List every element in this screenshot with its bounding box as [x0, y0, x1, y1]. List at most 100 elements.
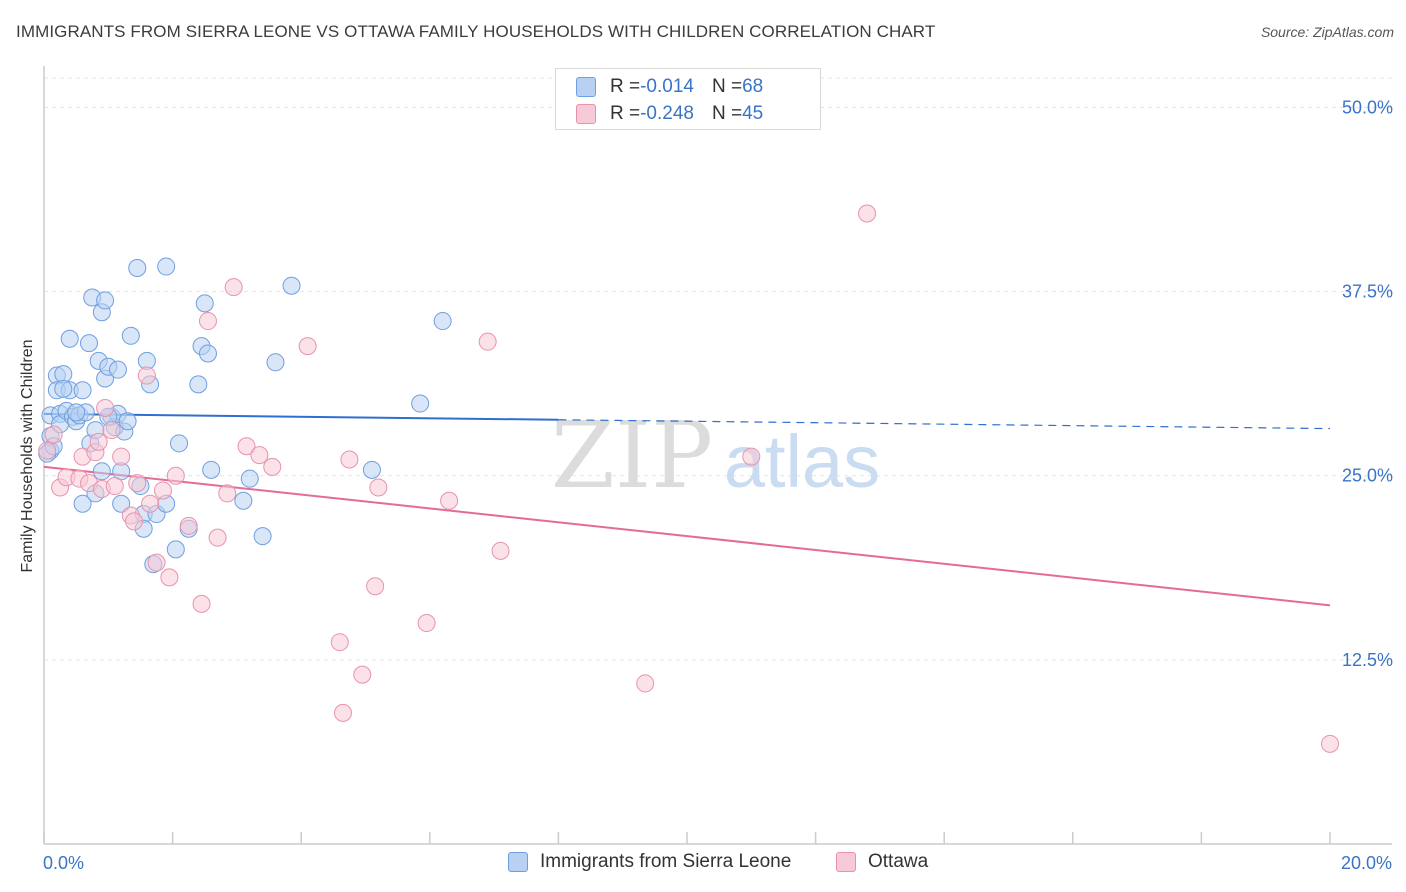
data-point [141, 494, 160, 513]
trend-line-dashed-sierra-leone [558, 419, 1331, 430]
data-point [417, 614, 436, 633]
y-tick-label: 12.5% [1342, 650, 1393, 670]
legend-n-value: 68 [742, 76, 764, 97]
bottom-legend-ottawa: Ottawa [836, 851, 928, 873]
x-tick-label-max: 20.0% [1340, 853, 1392, 873]
data-point [54, 379, 73, 398]
data-point [112, 447, 131, 466]
data-point [44, 425, 63, 444]
gridlines [44, 77, 1392, 661]
trend-line-ottawa [43, 465, 1331, 607]
data-point [198, 344, 217, 363]
data-point [1321, 734, 1339, 753]
data-point [208, 528, 227, 547]
data-point [96, 291, 115, 310]
data-point [160, 568, 179, 587]
legend-r-value: -0.248 [640, 103, 694, 124]
data-point [38, 441, 57, 460]
data-point [80, 334, 99, 353]
source-label: Source: ZipAtlas.com [1260, 24, 1394, 40]
data-point [157, 257, 176, 276]
legend-row-sierra-leone: R = -0.014 N = 68 [576, 74, 763, 100]
data-point [411, 394, 430, 413]
legend-n-label: N = [711, 76, 743, 97]
data-point [263, 457, 282, 476]
data-point [89, 432, 108, 451]
data-point [362, 460, 381, 479]
bottom-legend-swatch-pink [836, 852, 856, 872]
data-point [218, 484, 237, 503]
data-point [67, 403, 86, 422]
data-point [240, 469, 259, 488]
data-point [118, 412, 137, 431]
data-point [237, 437, 256, 456]
legend-r-label: R = [610, 103, 641, 124]
data-point [170, 434, 189, 453]
data-point [128, 259, 147, 278]
data-point [189, 375, 208, 394]
legend-n-value: 45 [742, 103, 764, 124]
data-point [73, 381, 92, 400]
data-point [433, 312, 452, 331]
legend-r-value: -0.014 [640, 76, 694, 97]
data-point [234, 491, 253, 510]
data-point [60, 329, 79, 348]
bottom-legend-label: Immigrants from Sierra Leone [540, 851, 792, 872]
data-point [298, 337, 317, 356]
data-point [92, 462, 111, 481]
data-point [121, 326, 140, 345]
data-point [96, 398, 115, 417]
data-point [253, 527, 272, 546]
data-point [282, 276, 301, 295]
data-points [38, 204, 1339, 753]
data-point [340, 450, 359, 469]
legend-swatch-blue [576, 77, 596, 97]
data-point [742, 447, 761, 466]
data-point [224, 278, 243, 297]
x-tick-label-min: 0.0% [43, 853, 85, 873]
data-point [491, 541, 510, 560]
series-ottawa [38, 204, 1339, 753]
data-point [250, 446, 269, 465]
correlation-legend: R = -0.014 N = 68 R = -0.248 N = 45 [555, 68, 821, 130]
data-point [266, 353, 285, 372]
data-point [353, 665, 372, 684]
data-point [198, 312, 217, 331]
data-point [147, 553, 166, 572]
data-point [478, 332, 497, 351]
data-point [195, 294, 214, 313]
legend-n-label: N = [711, 103, 743, 124]
watermark: ZIP atlas [551, 402, 880, 509]
data-point [128, 474, 147, 493]
data-point [166, 466, 185, 485]
data-point [108, 360, 127, 379]
data-point [858, 204, 877, 223]
bottom-legend-label: Ottawa [868, 851, 929, 872]
data-point [105, 477, 124, 496]
data-point [333, 703, 352, 722]
data-point [330, 633, 349, 652]
data-point [153, 481, 172, 500]
data-point [440, 491, 459, 510]
data-point [137, 366, 156, 385]
data-point [192, 594, 211, 613]
data-point [166, 540, 185, 559]
data-point [179, 516, 198, 535]
data-point [73, 494, 92, 513]
bottom-legend-swatch-blue [508, 852, 528, 872]
y-tick-labels: 12.5% 25.0% 37.5% 50.0% [1342, 97, 1393, 669]
data-point [366, 577, 385, 596]
data-point [202, 460, 221, 479]
bottom-legend-sierra-leone: Immigrants from Sierra Leone [508, 851, 791, 873]
y-tick-label: 25.0% [1342, 466, 1393, 486]
data-point [102, 421, 121, 440]
legend-swatch-pink [576, 104, 596, 124]
data-point [112, 494, 131, 513]
y-tick-label: 50.0% [1342, 97, 1393, 117]
data-point [369, 478, 388, 497]
legend-r-label: R = [610, 76, 641, 97]
legend-row-ottawa: R = -0.248 N = 45 [576, 101, 763, 127]
data-point [636, 674, 655, 693]
watermark-zip: ZIP [551, 402, 713, 509]
